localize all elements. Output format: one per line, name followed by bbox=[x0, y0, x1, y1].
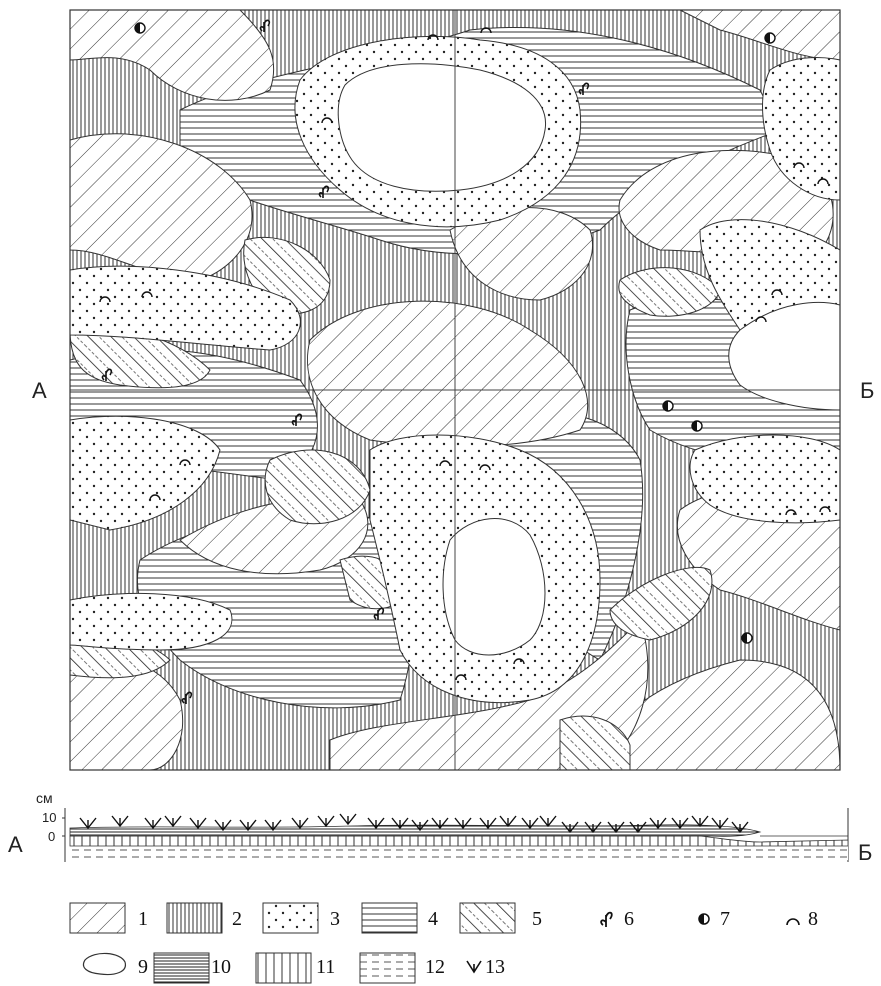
legend-swatch-dotted bbox=[262, 902, 319, 934]
legend-item-4: 4 bbox=[361, 902, 438, 934]
blank-area-top bbox=[337, 63, 547, 192]
legend-swatch-vertical bbox=[255, 952, 312, 984]
map-label-end: Б bbox=[860, 378, 874, 403]
legend-number: 7 bbox=[720, 908, 730, 930]
legend-swatch-horizontal bbox=[361, 902, 418, 934]
legend-item-13: 13 bbox=[466, 956, 505, 978]
area-type-5-d bbox=[609, 566, 713, 641]
legend-number: 1 bbox=[138, 908, 148, 930]
soil-profile: см 10 0 bbox=[8, 790, 872, 865]
legend-swatch-horizontal-dense bbox=[153, 952, 210, 984]
legend-number: 9 bbox=[138, 956, 148, 978]
area-type-5-g bbox=[559, 715, 631, 770]
legend-item-5: 5 bbox=[459, 902, 542, 934]
blank-area-center bbox=[442, 518, 546, 656]
legend-item-6: 6 bbox=[600, 908, 634, 930]
arc-icon bbox=[99, 27, 831, 681]
profile-label-start: А bbox=[8, 832, 23, 857]
legend-item-9: 9 bbox=[82, 952, 148, 978]
profile-layer-12 bbox=[70, 846, 848, 860]
legend-swatch-back-diagonal bbox=[459, 902, 516, 934]
legend-number: 11 bbox=[316, 956, 335, 978]
profile-layer-11 bbox=[69, 835, 849, 847]
area-type-1-top-left bbox=[70, 10, 275, 101]
area-type-3-left bbox=[70, 265, 301, 351]
legend-number: 8 bbox=[808, 908, 818, 930]
sprout-icon bbox=[600, 911, 613, 927]
legend-swatch-vertical-dense bbox=[166, 902, 223, 934]
legend-number: 3 bbox=[330, 908, 340, 930]
profile-tick-10: 10 bbox=[42, 810, 56, 825]
map-label-start: А bbox=[32, 378, 47, 403]
legend-item-8: 8 bbox=[786, 908, 818, 930]
legend-number: 2 bbox=[232, 908, 242, 930]
area-type-5-c bbox=[618, 267, 721, 317]
half-filled-circle-icon bbox=[698, 913, 710, 925]
area-type-3-left-mid bbox=[70, 415, 221, 531]
half-filled-circle-icon bbox=[134, 22, 776, 644]
vegetation-map bbox=[70, 10, 840, 770]
grass-tuft-icon bbox=[79, 813, 749, 834]
legend-number: 10 bbox=[211, 956, 231, 978]
map-frame bbox=[69, 9, 841, 771]
blank-area-right bbox=[728, 302, 840, 411]
area-type-5-b bbox=[264, 449, 371, 525]
profile-layer-10 bbox=[69, 824, 762, 837]
area-type-3-right-top bbox=[762, 57, 840, 201]
profile-tick-0: 0 bbox=[48, 829, 55, 844]
area-type-1-center bbox=[307, 300, 589, 448]
legend-item-10: 10 bbox=[153, 952, 231, 984]
legend-item-3: 3 bbox=[262, 902, 340, 934]
profile-unit-label: см bbox=[36, 790, 53, 806]
legend-number: 5 bbox=[532, 908, 542, 930]
legend-number: 12 bbox=[425, 956, 445, 978]
legend-item-2: 2 bbox=[166, 902, 242, 934]
area-type-3-right-lower bbox=[689, 434, 840, 524]
area-type-3-bottom-left bbox=[70, 592, 233, 651]
legend-number: 6 bbox=[624, 908, 634, 930]
legend-number: 13 bbox=[485, 956, 505, 978]
legend-swatch-blank bbox=[82, 952, 126, 976]
legend-swatch-diagonal bbox=[69, 902, 126, 934]
legend-item-1: 1 bbox=[69, 902, 148, 934]
legend-item-7: 7 bbox=[698, 908, 730, 930]
arc-icon bbox=[786, 918, 800, 926]
grass-tuft-icon bbox=[466, 960, 482, 974]
legend-swatch-dashed bbox=[359, 952, 416, 984]
legend-number: 4 bbox=[428, 908, 438, 930]
legend-item-11: 11 bbox=[255, 952, 335, 984]
legend: 1 2 3 4 5 6 7 bbox=[69, 902, 818, 984]
profile-label-end: Б bbox=[858, 840, 872, 865]
legend-item-12: 12 bbox=[359, 952, 445, 984]
sprout-icon bbox=[101, 19, 590, 704]
